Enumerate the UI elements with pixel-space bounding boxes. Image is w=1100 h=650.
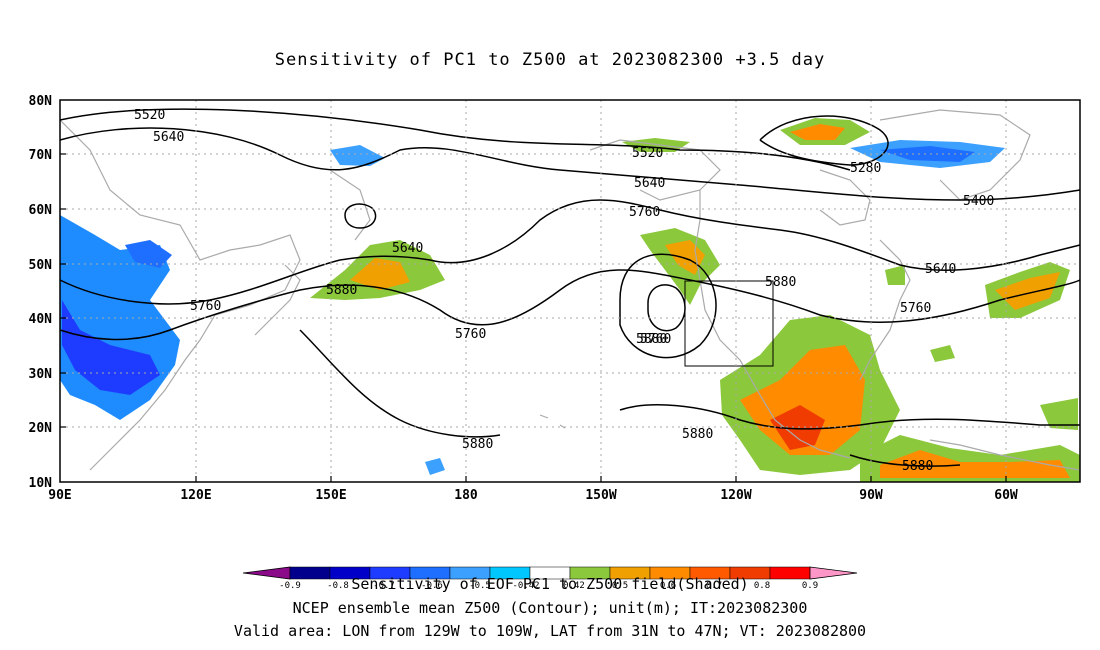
contour-label: 5760 <box>190 299 221 314</box>
lon-label: 90W <box>859 488 883 503</box>
footer-line-2: NCEP ensemble mean Z500 (Contour); unit(… <box>292 599 808 617</box>
lon-label: 150E <box>315 488 346 503</box>
lat-label: 60N <box>29 203 53 218</box>
positive-shading-atlantic-core <box>995 272 1060 310</box>
coastline-south-america <box>929 439 1081 471</box>
positive-shading-mexico-peak <box>770 405 825 450</box>
colorbar-tick: 0.9 <box>802 581 818 591</box>
lat-label: 80N <box>29 94 53 109</box>
contour-label: 5520 <box>134 108 165 123</box>
contour-label: 5640 <box>634 176 665 191</box>
grid-lines <box>60 100 1080 482</box>
negative-shading-asia-core <box>62 300 160 395</box>
colorbar-tick: 0.8 <box>754 581 770 591</box>
colorbar-tick: -0.8 <box>327 581 349 591</box>
negative-shading-asia-north <box>125 240 172 268</box>
contour-5640-west <box>59 127 1081 201</box>
positive-shading-small-2 <box>885 265 905 285</box>
z500-contours <box>59 108 1081 467</box>
colorbar-cells <box>289 566 811 580</box>
lat-label: 30N <box>29 367 53 382</box>
lat-label: 10N <box>29 476 53 491</box>
map-title: Sensitivity of PC1 to Z500 at 2023082300… <box>274 50 826 70</box>
coastline-hawaii <box>539 414 566 429</box>
lon-label: 60W <box>994 488 1018 503</box>
lat-label: 40N <box>29 312 53 327</box>
lon-label: 150W <box>585 488 616 503</box>
contour-label: 5880 <box>765 275 796 290</box>
contour-cutoff-low-inner <box>647 284 686 332</box>
positive-shading-small <box>930 345 955 362</box>
contour-label: 5280 <box>850 161 881 176</box>
footer-line-1: Sensitivity of EOF PC1 to Z500 field(Sha… <box>351 575 749 593</box>
positive-shading-atlantic-small <box>1040 398 1078 430</box>
colorbar-tick: -0.42 <box>512 581 539 591</box>
contour-cutoff-low-outer <box>619 253 717 359</box>
colorbar-tick: -0.9 <box>279 581 301 591</box>
colorbar-tick: -0.6 <box>421 581 443 591</box>
colorbar-tick: 0.42 <box>563 581 585 591</box>
contour-label: 5640 <box>925 262 956 277</box>
coastline-asia <box>59 119 301 471</box>
contour-5880-east <box>619 404 1080 430</box>
coastline-hudson <box>819 169 871 226</box>
coastline-north-america <box>694 190 851 459</box>
contour-label: 5760 <box>629 205 660 220</box>
colorbar-tick: 0.5 <box>612 581 628 591</box>
contour-label: 5760 <box>640 332 671 347</box>
positive-shading-westcoast <box>640 228 720 305</box>
contour-5880-caribbean <box>849 454 961 467</box>
contour-5880-south <box>299 329 501 438</box>
contour-5880-west <box>59 269 1081 341</box>
colorbar-tick: -0.7 <box>373 581 395 591</box>
contour-label: 5640 <box>392 241 423 256</box>
colorbar-tick: -0.5 <box>469 581 491 591</box>
contour-5760-west <box>59 199 1081 305</box>
contour-label: 5880 <box>682 427 713 442</box>
contour-labrador-low <box>759 115 889 166</box>
axis-ticks <box>60 153 1007 482</box>
colorbar-tick: 0.6 <box>660 581 676 591</box>
negative-shading-small <box>425 458 445 475</box>
contour-label: 5640 <box>153 130 184 145</box>
colorbar: -0.9 -0.8 -0.7 -0.6 -0.5 -0.42 0.42 0.5 … <box>242 566 858 591</box>
contour-label: 5880 <box>636 332 667 347</box>
contour-labels: 5520 5640 5760 5880 5640 5880 5760 5880 … <box>134 108 994 474</box>
coastline-greenland <box>879 109 1031 201</box>
coastline-east-na <box>859 239 911 381</box>
footer-line-3: Valid area: LON from 129W to 109W, LAT f… <box>233 622 867 640</box>
valid-area-box <box>684 280 774 367</box>
negative-shading-greenland-core <box>880 146 975 162</box>
contour-label: 5400 <box>963 194 994 209</box>
contour-label: 5880 <box>902 459 933 474</box>
lon-label: 120W <box>720 488 751 503</box>
lat-labels: 80N 70N 60N 50N 40N 30N 20N 10N <box>29 94 53 491</box>
contour-label: 5520 <box>632 146 663 161</box>
positive-shading-labrador-core <box>790 124 845 140</box>
lat-label: 20N <box>29 421 53 436</box>
negative-shading-pacific <box>330 145 385 166</box>
contour-label: 5760 <box>900 301 931 316</box>
lon-label: 120E <box>180 488 211 503</box>
colorbar-tick-labels: -0.9 -0.8 -0.7 -0.6 -0.5 -0.42 0.42 0.5 … <box>279 581 818 591</box>
lat-label: 70N <box>29 148 53 163</box>
colorbar-right-triangle <box>809 566 858 580</box>
coastline-alaska <box>589 139 721 201</box>
lat-label: 50N <box>29 258 53 273</box>
colorbar-tick: 0.7 <box>706 581 722 591</box>
contour-label: 5880 <box>462 437 493 452</box>
contour-5520-west <box>59 108 851 171</box>
contour-label: 5760 <box>455 327 486 342</box>
contour-small-loop <box>344 203 377 229</box>
positive-shading-pacific-core <box>350 258 410 290</box>
lon-labels: 90E 120E 150E 180 150W 120W 90W 60W <box>48 488 1018 503</box>
contour-label: 5880 <box>326 283 357 298</box>
positive-shading-caribbean-core <box>880 450 1070 478</box>
map-frame <box>59 99 1081 483</box>
lon-label: 90E <box>48 488 71 503</box>
lon-label: 180 <box>454 488 478 503</box>
